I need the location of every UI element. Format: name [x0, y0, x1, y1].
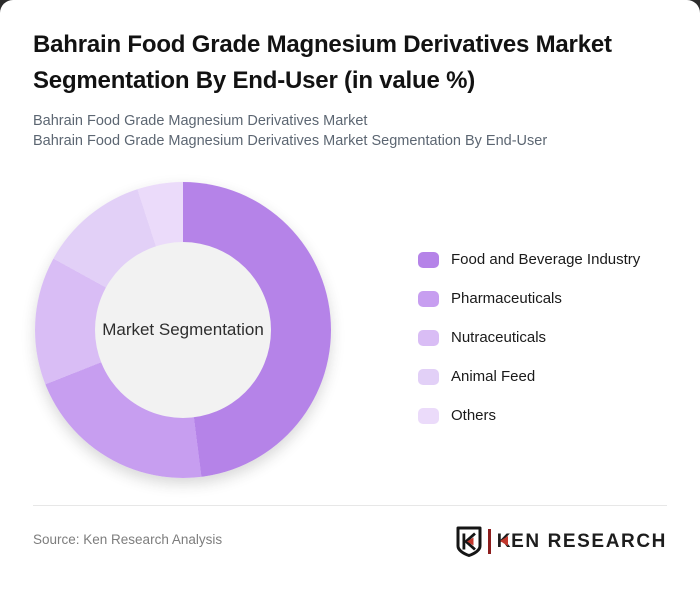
brand-k-triangle-icon	[500, 535, 509, 546]
brand-rest: EN RESEARCH	[511, 530, 667, 552]
footer-divider	[33, 505, 667, 506]
legend-swatch	[418, 407, 439, 424]
legend-swatch	[418, 251, 439, 268]
donut-center-label: Market Segmentation	[102, 320, 264, 339]
legend-item-label: Pharmaceuticals	[451, 290, 562, 307]
legend-item[interactable]: Food and Beverage Industry	[418, 251, 640, 268]
legend-swatch	[418, 290, 439, 307]
shield-k-icon	[456, 526, 482, 557]
legend-swatch	[418, 368, 439, 385]
legend-item[interactable]: Nutraceuticals	[418, 329, 640, 346]
source-note: Source: Ken Research Analysis	[33, 532, 223, 547]
legend-item[interactable]: Animal Feed	[418, 368, 640, 385]
legend-swatch	[418, 329, 439, 346]
donut-chart[interactable]: Market Segmentation	[35, 182, 331, 478]
subtitle-line-2: Bahrain Food Grade Magnesium Derivatives…	[33, 133, 548, 149]
legend-item-label: Animal Feed	[451, 368, 536, 385]
chart-subtitles: Bahrain Food Grade Magnesium Derivatives…	[33, 111, 547, 151]
subtitle-line-1: Bahrain Food Grade Magnesium Derivatives…	[33, 113, 368, 129]
donut-center: Market Segmentation	[95, 242, 271, 418]
legend-item-label: Nutraceuticals	[451, 329, 547, 346]
legend: Food and Beverage Industry Pharmaceutica…	[418, 251, 640, 424]
logo-separator	[487, 529, 491, 554]
page-title: Bahrain Food Grade Magnesium Derivatives…	[33, 31, 612, 94]
legend-item[interactable]: Others	[418, 407, 640, 424]
ken-research-logo: KEN RESEARCH	[456, 526, 667, 557]
brand-wordmark: KEN RESEARCH	[497, 531, 667, 553]
legend-item-label: Food and Beverage Industry	[451, 251, 641, 268]
legend-item[interactable]: Pharmaceuticals	[418, 290, 640, 307]
legend-item-label: Others	[451, 407, 497, 424]
